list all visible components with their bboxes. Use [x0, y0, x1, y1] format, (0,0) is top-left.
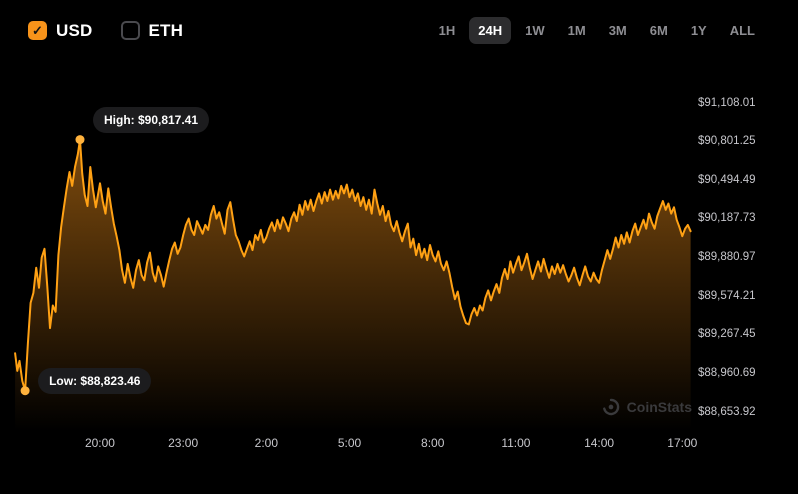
price-area-fill: [15, 139, 691, 431]
y-axis-label: $89,267.45: [698, 328, 756, 341]
checkbox-unchecked-icon[interactable]: [120, 21, 140, 40]
range-button-1h[interactable]: 1H: [430, 17, 465, 44]
watermark-text: CoinStats: [626, 399, 692, 415]
x-axis-label: 11:00: [501, 436, 531, 450]
y-axis-label: $89,574.21: [698, 289, 756, 302]
x-axis-label: 17:00: [667, 436, 698, 450]
usd-toggle[interactable]: ✓ USD: [28, 21, 93, 41]
y-axis-label: $90,494.49: [698, 173, 756, 186]
chart-header: ✓ USD ETH 1H 24H 1W 1M 3M 6M 1Y ALL: [28, 17, 764, 44]
y-axis-label: $88,653.92: [698, 405, 756, 418]
y-axis-label: $90,187.73: [698, 212, 756, 225]
x-axis-label: 2:00: [254, 436, 279, 450]
eth-toggle[interactable]: ETH: [120, 20, 184, 41]
x-axis-label: 14:00: [584, 436, 615, 450]
range-selector: 1H 24H 1W 1M 3M 6M 1Y ALL: [430, 17, 764, 44]
currency-toggles: ✓ USD ETH: [28, 21, 183, 41]
checkbox-checked-icon[interactable]: ✓: [28, 21, 47, 40]
price-line: [14, 138, 692, 392]
low-price-badge: Low: $88,823.46: [38, 367, 152, 394]
low-point-marker: [20, 386, 30, 396]
x-axis-label: 5:00: [337, 436, 362, 450]
range-button-6m[interactable]: 6M: [641, 17, 677, 44]
eth-toggle-label: ETH: [148, 20, 184, 40]
coinstats-logo-icon: [602, 398, 619, 416]
high-point-marker: [75, 135, 85, 145]
range-button-1m[interactable]: 1M: [559, 17, 595, 44]
x-axis-label: 20:00: [84, 436, 115, 450]
y-axis-label: $91,108.01: [698, 96, 756, 109]
x-axis-label: 8:00: [421, 436, 445, 450]
y-axis-label: $90,801.25: [698, 135, 756, 148]
watermark: CoinStats: [602, 398, 692, 416]
y-axis-label: $88,960.69: [698, 366, 756, 379]
range-button-1w[interactable]: 1W: [516, 17, 554, 44]
x-axis-label: 23:00: [168, 436, 199, 450]
range-button-3m[interactable]: 3M: [600, 17, 636, 44]
range-button-1y[interactable]: 1Y: [682, 17, 716, 44]
y-axis-label: $89,880.97: [698, 250, 756, 263]
range-button-24h[interactable]: 24H: [469, 17, 512, 44]
usd-toggle-label: USD: [56, 20, 93, 40]
high-price-badge: High: $90,817.41: [92, 106, 210, 133]
range-button-all[interactable]: ALL: [721, 17, 764, 44]
